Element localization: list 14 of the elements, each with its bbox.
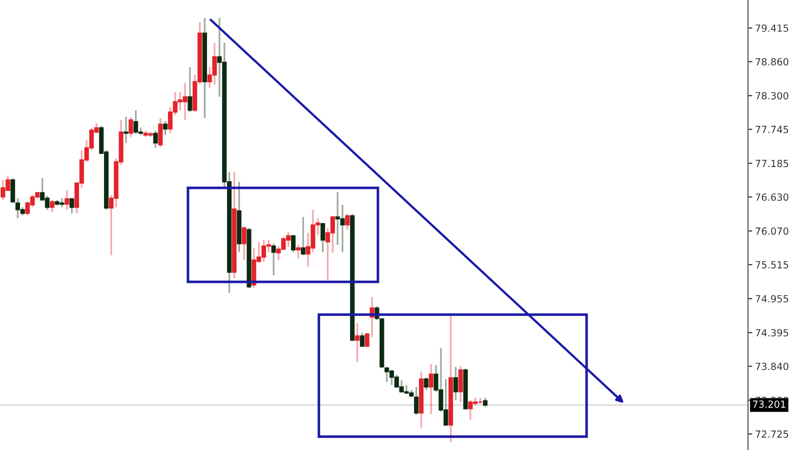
y-tick-label: 76.630: [756, 193, 788, 201]
y-tick-label: 78.300: [756, 92, 788, 100]
y-tick-label: 78.860: [756, 58, 788, 66]
y-tick-label: 74.395: [756, 329, 788, 336]
y-tick-label: 76.070: [756, 227, 788, 235]
y-tick-label: 77.185: [756, 160, 788, 168]
ref-line-label: 73.201: [752, 400, 786, 408]
y-tick-label: 74.955: [756, 295, 788, 302]
y-tick-label: 72.725: [756, 430, 788, 438]
y-tick-label: 75.515: [756, 261, 788, 268]
y-tick-label: 73.840: [756, 362, 788, 370]
y-tick-label: 79.415: [756, 24, 788, 32]
y-tick-label: 77.745: [756, 126, 788, 134]
candlestick: [364, 332, 370, 348]
